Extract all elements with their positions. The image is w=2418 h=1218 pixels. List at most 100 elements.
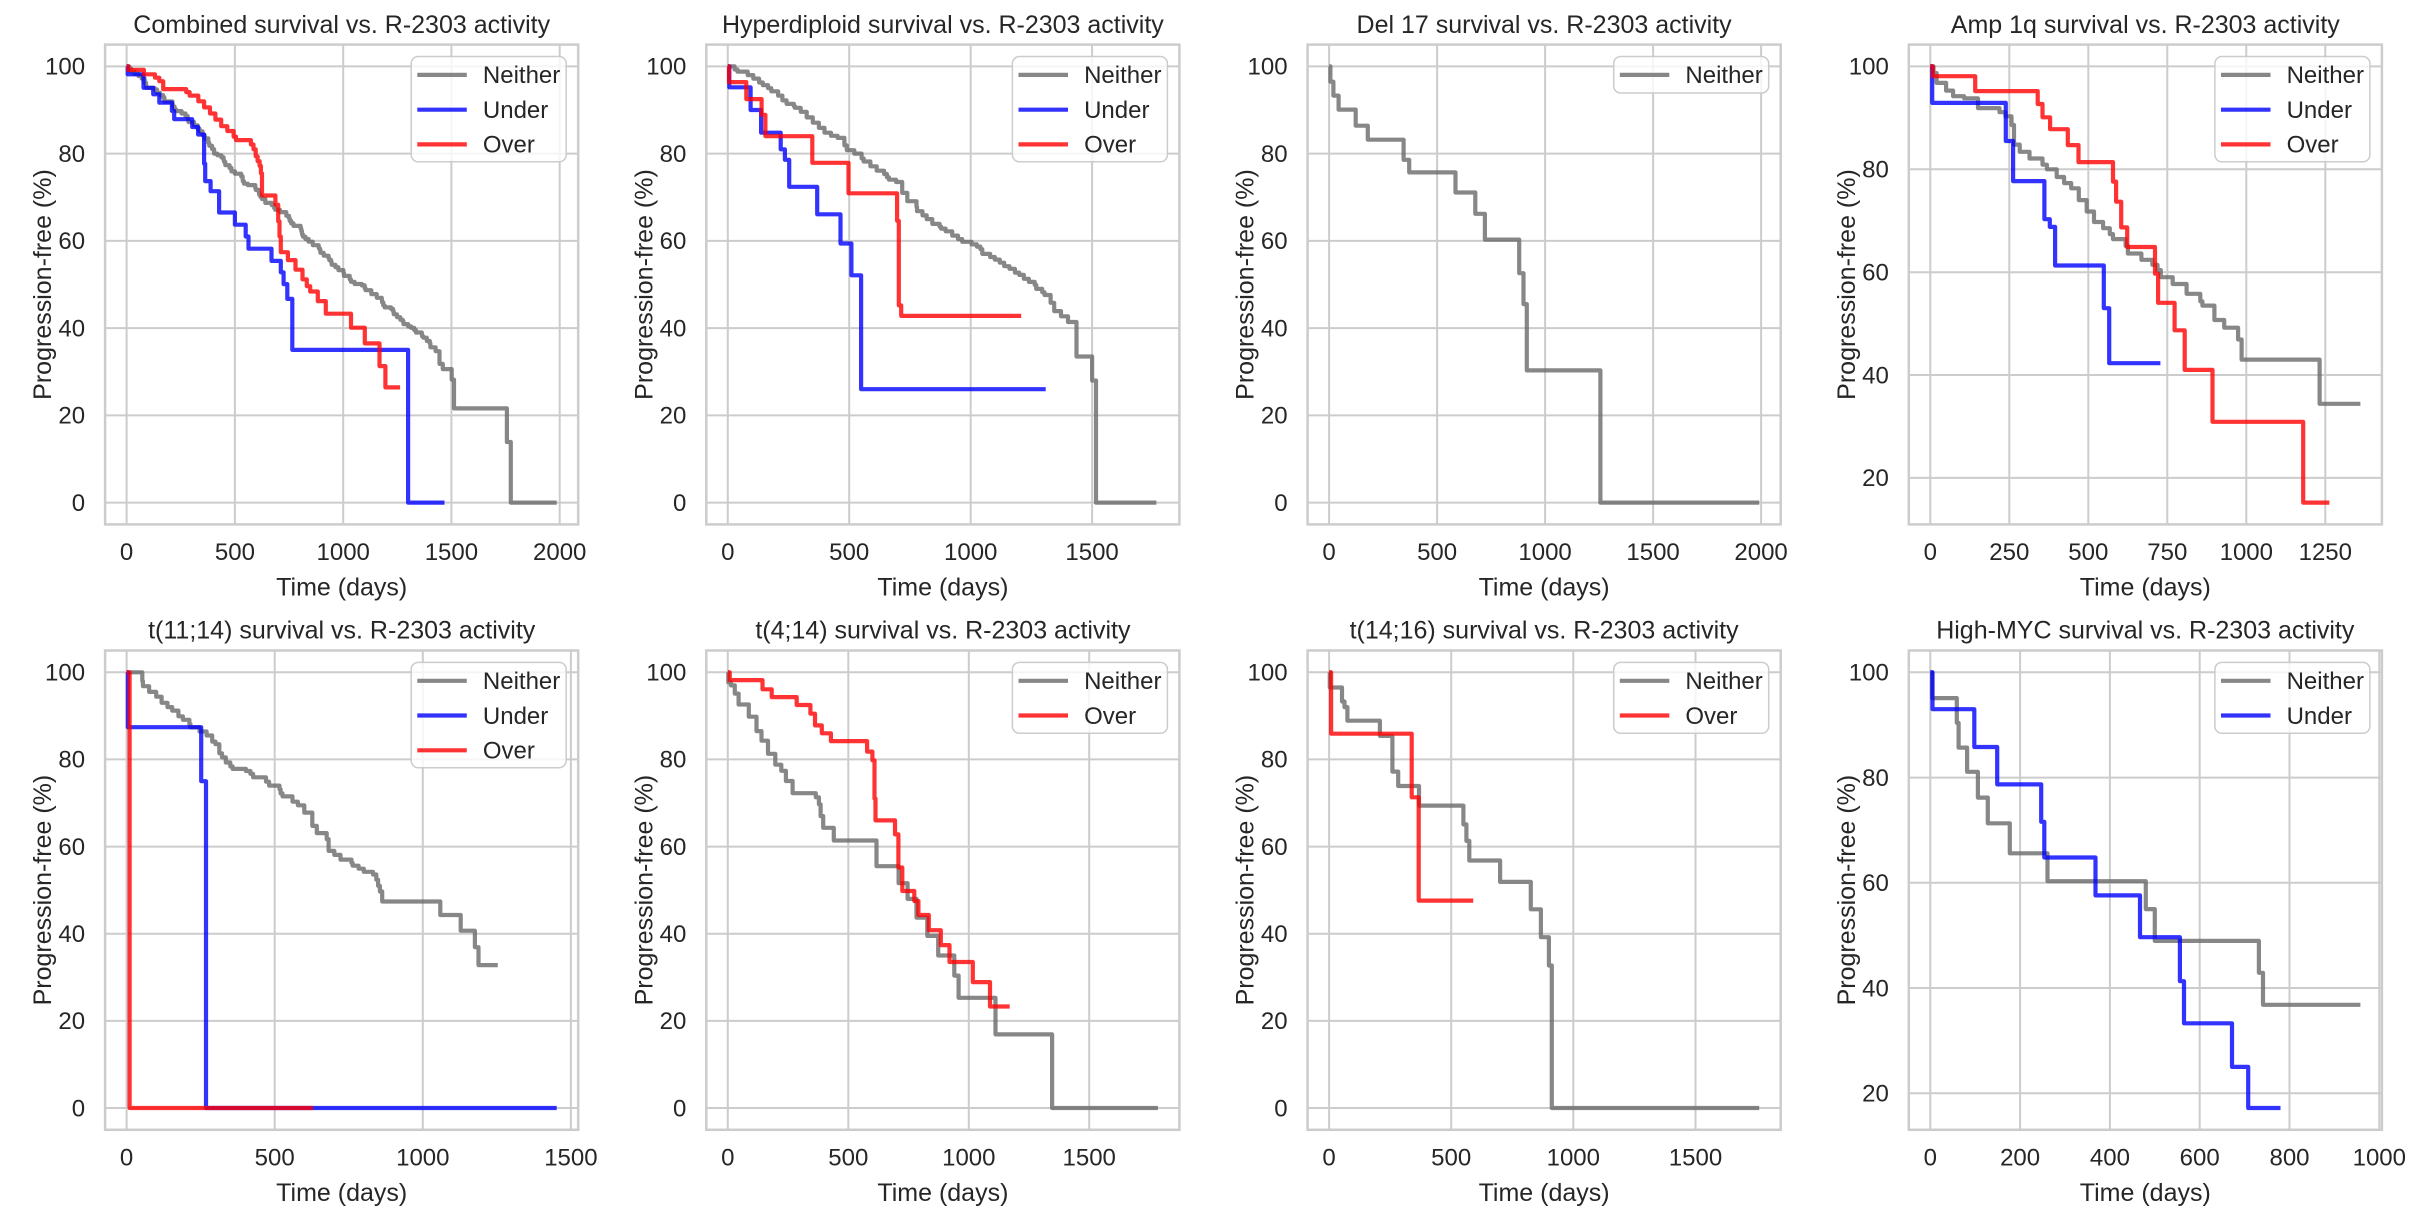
- svg-text:40: 40: [58, 315, 85, 342]
- svg-text:0: 0: [1274, 1095, 1287, 1122]
- svg-text:100: 100: [1248, 660, 1288, 687]
- svg-text:750: 750: [2147, 539, 2187, 566]
- svg-text:0: 0: [673, 1095, 686, 1122]
- svg-text:2000: 2000: [1734, 539, 1787, 566]
- svg-text:Del 17 survival vs. R-2303 act: Del 17 survival vs. R-2303 activity: [1357, 11, 1733, 39]
- svg-text:1000: 1000: [396, 1144, 449, 1171]
- svg-text:1000: 1000: [2220, 539, 2273, 566]
- svg-text:20: 20: [1261, 1008, 1288, 1035]
- svg-text:Over: Over: [483, 738, 535, 765]
- svg-text:Time (days): Time (days): [877, 1179, 1008, 1207]
- svg-text:80: 80: [660, 747, 687, 774]
- svg-text:Combined survival vs. R-2303 a: Combined survival vs. R-2303 activity: [133, 11, 550, 39]
- svg-text:0: 0: [1274, 490, 1287, 517]
- svg-text:40: 40: [1862, 362, 1889, 389]
- svg-text:1000: 1000: [944, 539, 997, 566]
- svg-text:Under: Under: [483, 97, 548, 124]
- svg-text:20: 20: [660, 403, 687, 430]
- svg-text:600: 600: [2180, 1144, 2220, 1171]
- svg-text:80: 80: [58, 747, 85, 774]
- svg-text:Over: Over: [2287, 132, 2339, 159]
- svg-text:100: 100: [646, 54, 686, 81]
- svg-text:1500: 1500: [1065, 539, 1118, 566]
- svg-text:100: 100: [646, 660, 686, 687]
- svg-text:Progression-free (%): Progression-free (%): [29, 775, 57, 1006]
- svg-text:80: 80: [1862, 765, 1889, 792]
- svg-text:1500: 1500: [425, 539, 478, 566]
- svg-text:40: 40: [660, 921, 687, 948]
- svg-text:Hyperdiploid survival vs. R-23: Hyperdiploid survival vs. R-2303 activit…: [722, 11, 1164, 39]
- svg-text:100: 100: [1248, 54, 1288, 81]
- svg-text:60: 60: [660, 834, 687, 861]
- svg-text:t(4;14) survival vs. R-2303 ac: t(4;14) survival vs. R-2303 activity: [755, 617, 1131, 645]
- svg-text:500: 500: [828, 1144, 868, 1171]
- svg-text:Time (days): Time (days): [2080, 1179, 2211, 1207]
- svg-text:20: 20: [1862, 1081, 1889, 1108]
- svg-text:80: 80: [1862, 157, 1889, 184]
- svg-text:Under: Under: [2287, 97, 2352, 124]
- svg-text:Over: Over: [483, 132, 535, 159]
- svg-text:0: 0: [120, 539, 133, 566]
- svg-text:Time (days): Time (days): [877, 573, 1008, 601]
- svg-text:100: 100: [1849, 660, 1889, 687]
- svg-text:0: 0: [120, 1144, 133, 1171]
- svg-text:0: 0: [721, 1144, 734, 1171]
- svg-text:60: 60: [1862, 260, 1889, 287]
- svg-text:500: 500: [1431, 1144, 1471, 1171]
- svg-text:40: 40: [58, 921, 85, 948]
- svg-text:1000: 1000: [317, 539, 370, 566]
- svg-text:60: 60: [1261, 228, 1288, 255]
- svg-text:80: 80: [660, 141, 687, 168]
- svg-text:40: 40: [1261, 315, 1288, 342]
- svg-text:Progression-free (%): Progression-free (%): [1833, 169, 1861, 400]
- svg-text:Neither: Neither: [1084, 668, 1161, 695]
- svg-text:20: 20: [58, 1008, 85, 1035]
- svg-text:Time (days): Time (days): [1479, 573, 1610, 601]
- svg-text:1500: 1500: [1626, 539, 1679, 566]
- svg-text:20: 20: [1862, 465, 1889, 492]
- svg-text:Progression-free (%): Progression-free (%): [1833, 775, 1861, 1006]
- svg-text:High-MYC survival vs. R-2303 a: High-MYC survival vs. R-2303 activity: [1936, 617, 2355, 645]
- svg-text:100: 100: [45, 660, 85, 687]
- svg-text:Progression-free (%): Progression-free (%): [29, 169, 57, 400]
- svg-text:Progression-free (%): Progression-free (%): [630, 775, 658, 1006]
- svg-text:60: 60: [660, 228, 687, 255]
- svg-text:40: 40: [1862, 975, 1889, 1002]
- svg-text:40: 40: [1261, 921, 1288, 948]
- svg-text:1000: 1000: [1518, 539, 1571, 566]
- svg-text:t(11;14) survival vs. R-2303 a: t(11;14) survival vs. R-2303 activity: [148, 617, 536, 645]
- svg-text:500: 500: [829, 539, 869, 566]
- svg-text:Neither: Neither: [1685, 668, 1762, 695]
- svg-text:Time (days): Time (days): [2080, 573, 2211, 601]
- svg-text:0: 0: [1322, 539, 1335, 566]
- svg-text:1000: 1000: [1547, 1144, 1600, 1171]
- svg-text:0: 0: [1924, 539, 1937, 566]
- svg-text:60: 60: [1862, 870, 1889, 897]
- svg-text:1000: 1000: [2353, 1144, 2406, 1171]
- svg-text:400: 400: [2090, 1144, 2130, 1171]
- svg-text:Amp 1q survival vs. R-2303 act: Amp 1q survival vs. R-2303 activity: [1951, 11, 2341, 39]
- svg-text:20: 20: [660, 1008, 687, 1035]
- svg-text:Progression-free (%): Progression-free (%): [1232, 775, 1260, 1006]
- svg-text:800: 800: [2269, 1144, 2309, 1171]
- svg-text:Neither: Neither: [2287, 668, 2364, 695]
- svg-text:60: 60: [1261, 834, 1288, 861]
- svg-text:Neither: Neither: [1685, 62, 1762, 89]
- svg-text:200: 200: [2000, 1144, 2040, 1171]
- svg-text:0: 0: [721, 539, 734, 566]
- svg-text:250: 250: [1989, 539, 2029, 566]
- svg-text:80: 80: [58, 141, 85, 168]
- svg-text:40: 40: [660, 315, 687, 342]
- svg-text:Over: Over: [1084, 132, 1136, 159]
- svg-text:Over: Over: [1685, 703, 1737, 730]
- svg-text:Neither: Neither: [1084, 62, 1161, 89]
- svg-text:0: 0: [1322, 1144, 1335, 1171]
- svg-text:60: 60: [58, 228, 85, 255]
- svg-text:1000: 1000: [942, 1144, 995, 1171]
- svg-text:0: 0: [673, 490, 686, 517]
- svg-text:500: 500: [215, 539, 255, 566]
- svg-text:1500: 1500: [1063, 1144, 1116, 1171]
- svg-text:Under: Under: [483, 703, 548, 730]
- svg-text:500: 500: [255, 1144, 295, 1171]
- svg-text:2000: 2000: [533, 539, 586, 566]
